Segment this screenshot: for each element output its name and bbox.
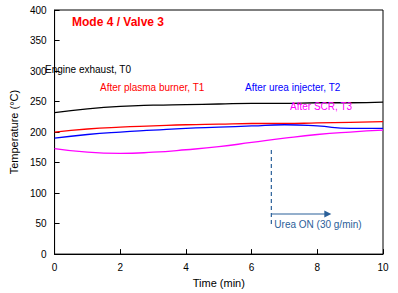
svg-text:50: 50 [35, 218, 47, 229]
svg-text:400: 400 [30, 5, 47, 16]
svg-text:150: 150 [30, 157, 47, 168]
svg-text:4: 4 [183, 262, 189, 273]
svg-text:2: 2 [117, 262, 123, 273]
svg-text:100: 100 [30, 188, 47, 199]
svg-text:250: 250 [30, 96, 47, 107]
svg-text:8: 8 [315, 262, 321, 273]
svg-text:350: 350 [30, 35, 47, 46]
svg-text:300: 300 [29, 65, 47, 77]
svg-text:Urea ON (30 g/min): Urea ON (30 g/min) [274, 219, 361, 230]
svg-text:Time (min): Time (min) [193, 277, 245, 289]
svg-text:0: 0 [41, 249, 47, 260]
svg-text:Mode 4 / Valve 3: Mode 4 / Valve 3 [72, 15, 164, 29]
svg-text:10: 10 [377, 262, 389, 273]
svg-text:200: 200 [30, 127, 47, 138]
svg-text:After plasma burner, T1: After plasma burner, T1 [100, 82, 205, 93]
svg-text:After SCR, T3: After SCR, T3 [290, 101, 352, 112]
svg-text:0: 0 [52, 262, 58, 273]
svg-text:Engine exhaust, T0: Engine exhaust, T0 [45, 64, 131, 75]
svg-text:6: 6 [249, 262, 255, 273]
svg-text:Temperature (°C): Temperature (°C) [8, 90, 20, 174]
svg-text:After urea injecter, T2: After urea injecter, T2 [245, 82, 341, 93]
